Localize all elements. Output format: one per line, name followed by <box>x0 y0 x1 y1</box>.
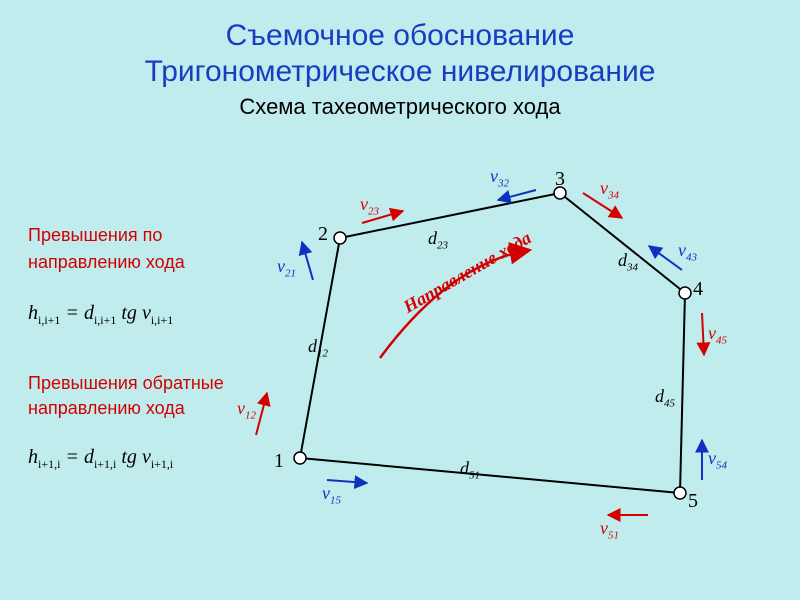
v-label-23: ν23 <box>360 194 379 218</box>
v-arrow-12 <box>256 393 267 435</box>
edge-4-5 <box>680 293 685 493</box>
v-arrow-45 <box>702 313 704 355</box>
edge-3-4 <box>560 193 685 293</box>
d-label-34: d34 <box>618 250 638 274</box>
v-label-21: ν21 <box>277 256 296 280</box>
v-label-32: ν32 <box>490 166 509 190</box>
v-label-15: ν15 <box>322 483 341 507</box>
d-label-23: d23 <box>428 228 448 252</box>
forward-heading-line2: направлению хода <box>28 250 185 274</box>
title-line-2: Тригонометрическое нивелирование <box>0 54 800 90</box>
edge-5-1 <box>300 458 680 493</box>
v-label-45: ν45 <box>708 323 727 347</box>
v-arrow-21 <box>302 242 313 280</box>
node-2 <box>334 232 346 244</box>
formula-forward: hi,i+1 = di,i+1 tg νi,i+1 <box>28 302 173 328</box>
v-label-34: ν34 <box>600 178 619 202</box>
formula-reverse: hi+1,i = di+1,i tg νi+1,i <box>28 446 173 472</box>
node-5 <box>674 487 686 499</box>
direction-label: Направление хода <box>400 227 535 317</box>
node-label-5: 5 <box>688 490 698 513</box>
node-label-1: 1 <box>274 450 284 473</box>
v-label-12: ν12 <box>237 398 256 422</box>
v-label-54: ν54 <box>708 448 727 472</box>
forward-heading-line1: Превышения по <box>28 223 162 247</box>
node-label-3: 3 <box>555 168 565 191</box>
title-line-1: Съемочное обоснование <box>0 18 800 54</box>
node-label-4: 4 <box>693 278 703 301</box>
d-label-45: d45 <box>655 386 675 410</box>
node-4 <box>679 287 691 299</box>
v-arrow-32 <box>498 190 536 200</box>
d-label-51: d51 <box>460 458 480 482</box>
reverse-heading-line2: направлению хода <box>28 396 185 420</box>
reverse-heading-line1: Превышения обратные <box>28 371 224 395</box>
d-label-12: d12 <box>308 336 328 360</box>
subtitle: Схема тахеометрического хода <box>0 94 800 120</box>
node-1 <box>294 452 306 464</box>
node-label-2: 2 <box>318 223 328 246</box>
v-label-51: ν51 <box>600 518 619 542</box>
v-label-43: ν43 <box>678 240 697 264</box>
